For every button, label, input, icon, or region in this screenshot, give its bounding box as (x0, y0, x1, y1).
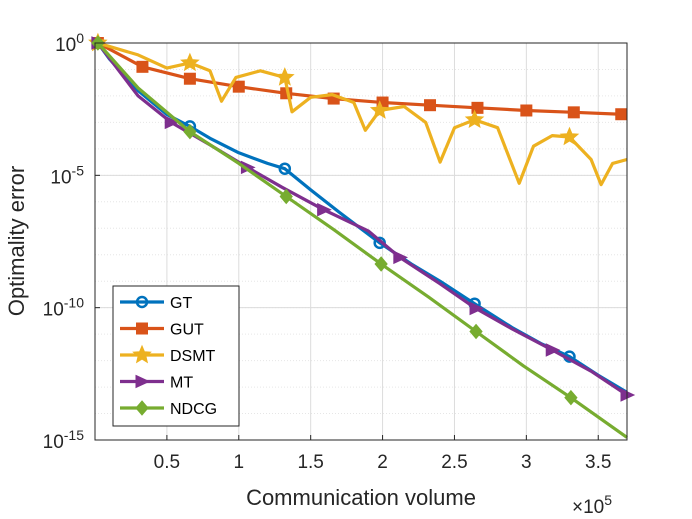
x-tick-label: 2.5 (441, 452, 467, 473)
legend-item-mt: MT (120, 375, 193, 392)
x-multiplier-exponent: 5 (604, 492, 612, 508)
series-marker-ndcg (183, 123, 197, 140)
y-tick-exponent: -15 (64, 427, 84, 443)
y-tick-exponent: -10 (64, 295, 84, 311)
axes-box (94, 42, 628, 441)
series-marker-gut (471, 101, 484, 114)
y-tick-label: 10-15 (43, 427, 85, 453)
y-axis-title: Optimality error (4, 166, 29, 316)
legend-label-mt: MT (170, 375, 193, 392)
legend-item-ndcg: NDCG (120, 400, 217, 418)
x-tick-label: 0.5 (154, 452, 180, 473)
x-axis-title: Communication volume (246, 485, 476, 510)
y-tick-exponent: -5 (72, 162, 85, 178)
x-tick-label: 1.5 (297, 452, 323, 473)
series-marker-dsmt (464, 109, 485, 129)
y-tick-base: 10 (43, 432, 64, 453)
y-tick-label: 10-5 (50, 162, 84, 188)
series-marker-dsmt (274, 67, 295, 86)
series-marker-mt (317, 202, 332, 217)
y-tick-label: 100 (55, 30, 84, 56)
series-marker-mt (469, 301, 485, 316)
legend-swatch-marker (132, 344, 152, 364)
legend-swatch-marker (136, 322, 148, 335)
x-tick-label: 1 (233, 452, 244, 473)
legend-item-gt: GT (120, 295, 192, 312)
x-tick-label: 3.5 (585, 452, 611, 473)
series-marker-gut (232, 80, 245, 93)
legend: GT GUT DSMT MT NDCG (112, 285, 240, 427)
legend-item-gut: GUT (120, 322, 204, 339)
legend-swatch-marker (135, 400, 149, 416)
series-marker-mt (164, 115, 180, 130)
series-marker-dsmt (369, 100, 390, 119)
legend-swatch-marker (135, 295, 149, 309)
series-marker-mt (393, 250, 409, 265)
series-marker-ndcg (469, 323, 483, 340)
legend-label-dsmt: DSMT (170, 348, 216, 365)
series-marker-ndcg (279, 188, 293, 205)
series-marker-mt (545, 343, 561, 357)
y-tick-base: 10 (55, 35, 76, 56)
series-gut (91, 37, 628, 121)
x-multiplier-base: ×10 (572, 497, 604, 518)
series-marker-dsmt (180, 52, 200, 72)
y-tick-base: 10 (43, 300, 64, 321)
legend-label-ndcg: NDCG (170, 401, 217, 418)
series-marker-gut (520, 104, 533, 117)
legend-label-gt: GT (170, 295, 192, 312)
series-marker-gut (567, 106, 580, 119)
series-line-gut (97, 41, 628, 117)
series-ndcg (91, 35, 628, 439)
series-line-mt (96, 42, 628, 397)
legend-label-gut: GUT (170, 322, 204, 339)
series-marker-gt (278, 162, 292, 175)
x-multiplier: ×105 (572, 492, 612, 518)
series-layer (88, 32, 636, 439)
series-dsmt (88, 32, 628, 187)
series-marker-dsmt (559, 126, 580, 146)
x-tick-label: 3 (521, 452, 532, 473)
legend-swatch-marker (135, 374, 151, 389)
y-tick-base: 10 (50, 167, 71, 188)
legend-item-dsmt: DSMT (120, 344, 216, 365)
series-marker-gut (424, 99, 437, 112)
x-tick-label: 2 (377, 452, 388, 473)
series-marker-gut (136, 60, 149, 73)
series-line-ndcg (96, 41, 628, 439)
y-tick-exponent: 0 (76, 30, 84, 46)
y-tick-label: 10-10 (43, 295, 85, 321)
series-marker-ndcg (564, 389, 578, 406)
series-marker-ndcg (374, 256, 388, 272)
series-marker-gut (183, 72, 196, 85)
series-marker-gut (615, 108, 628, 121)
